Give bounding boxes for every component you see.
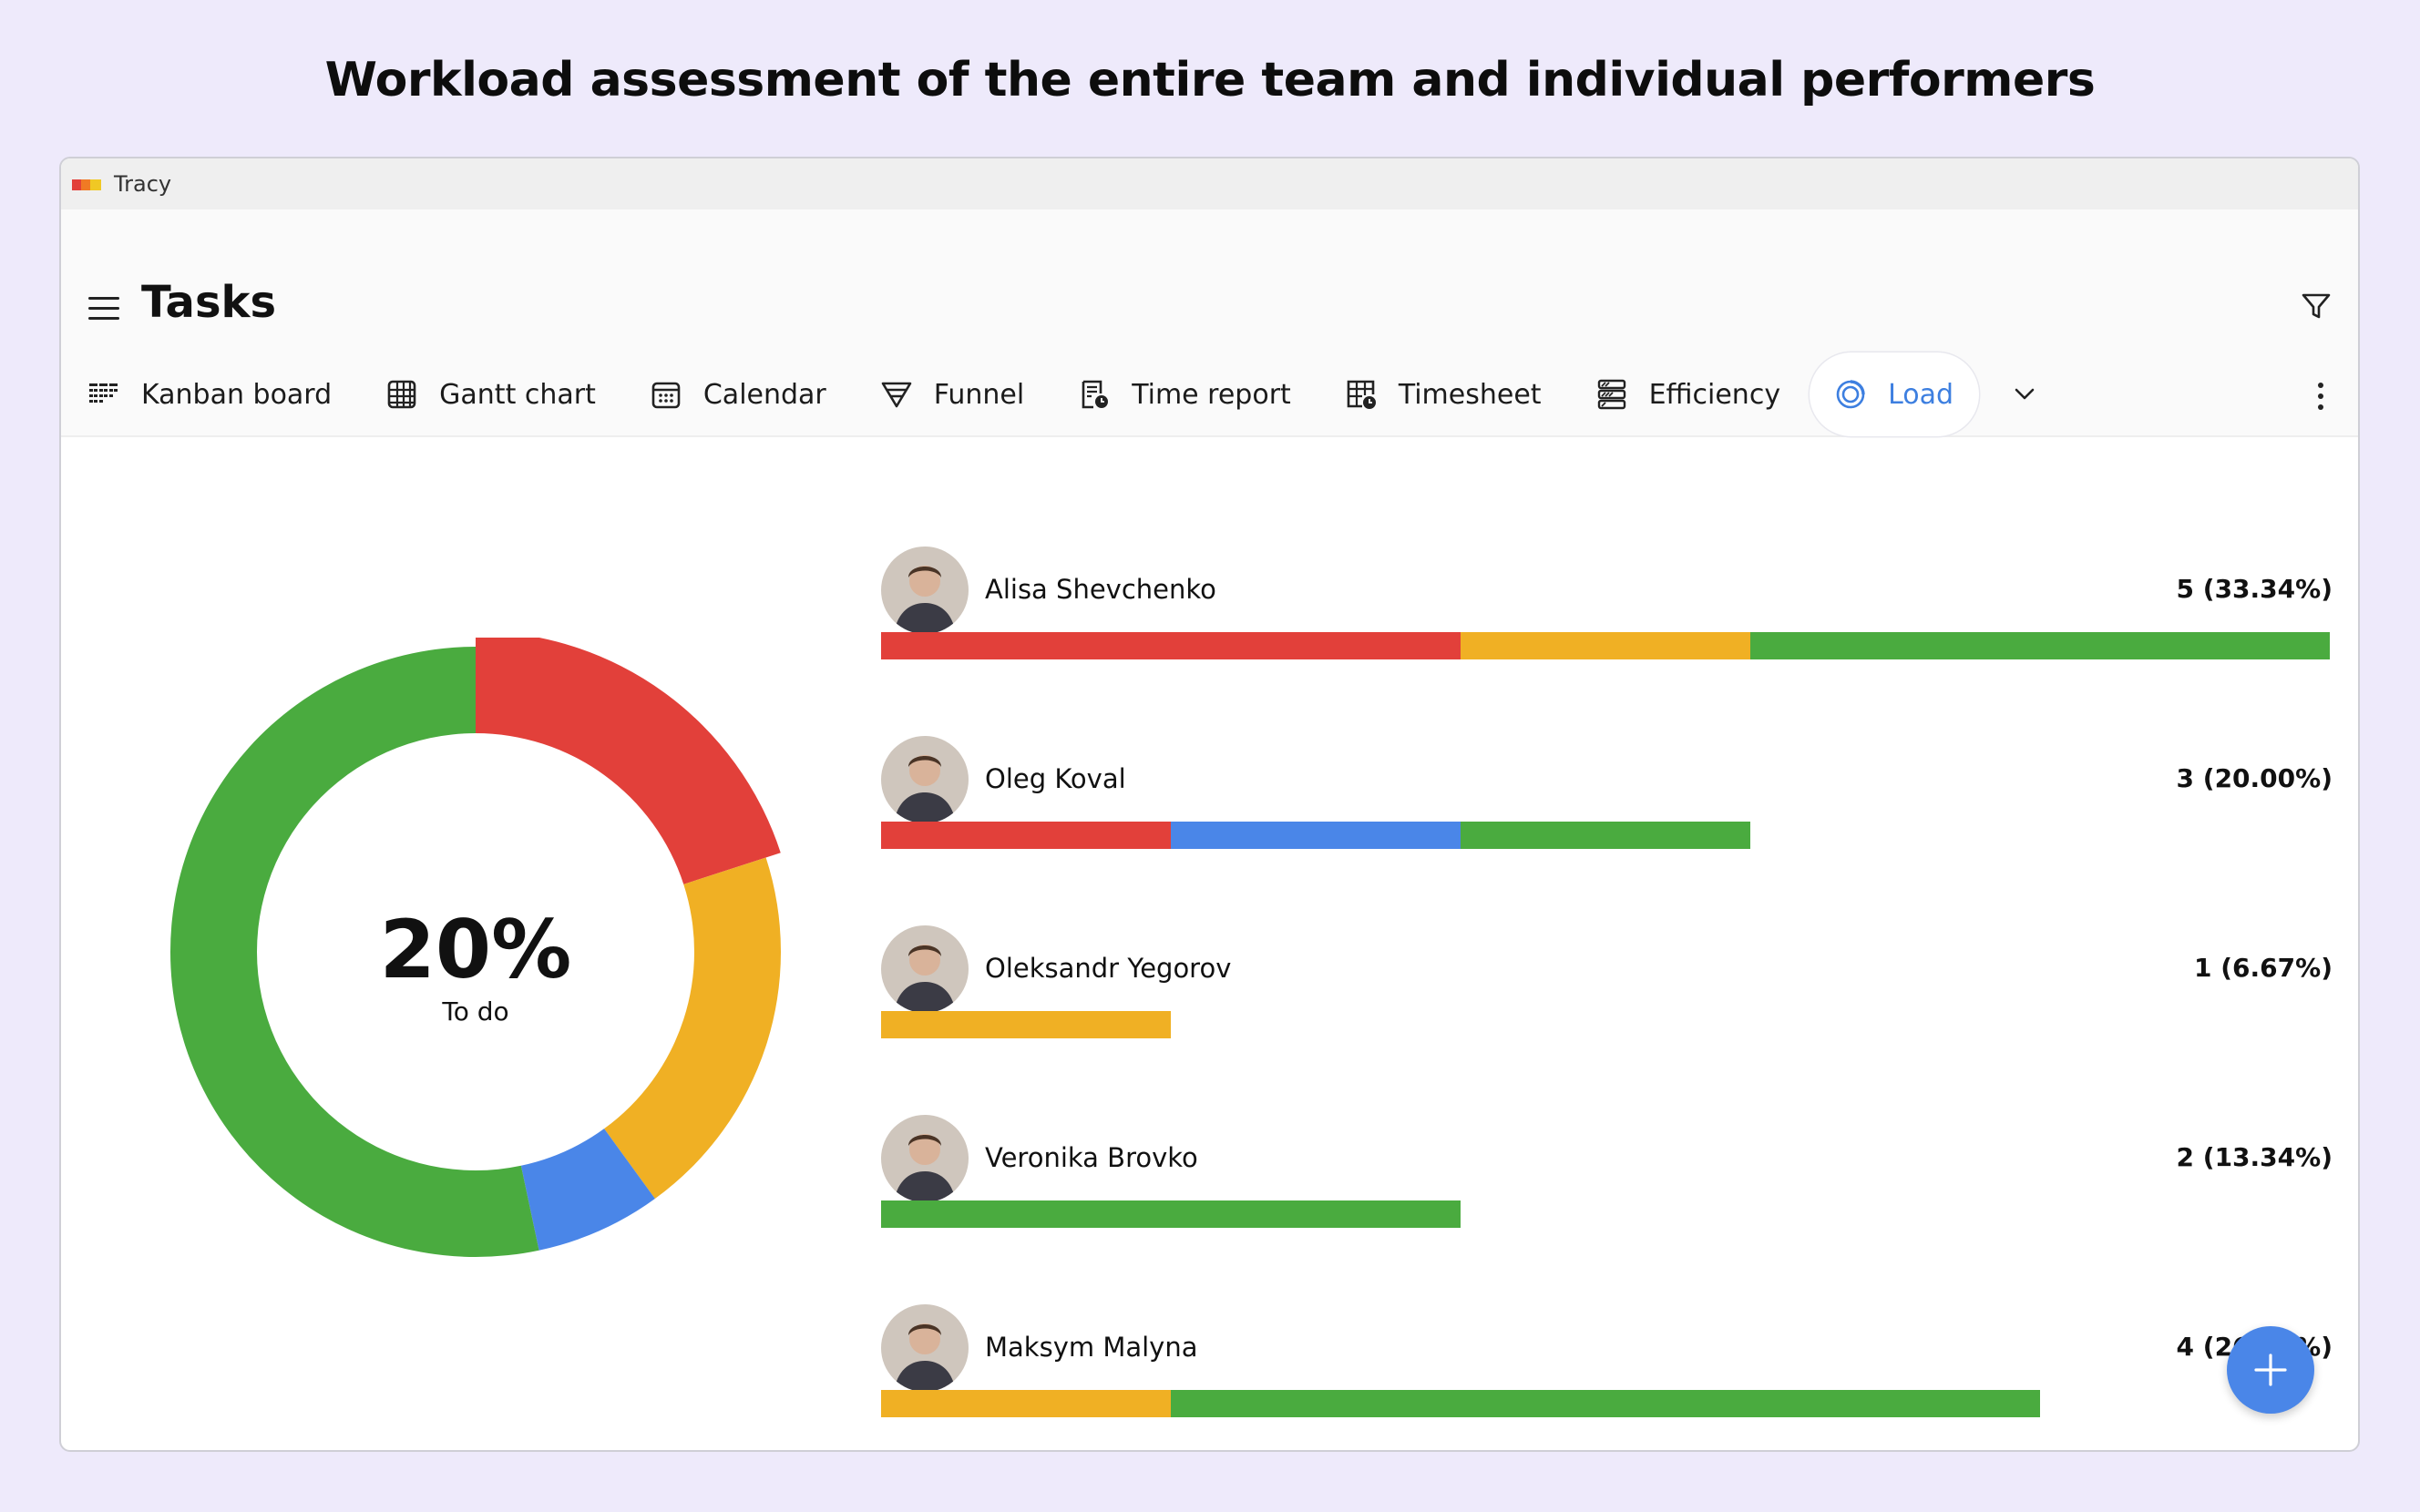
tab-label: Gantt chart: [439, 378, 596, 411]
workload-bar-segment[interactable]: [1750, 632, 2330, 659]
menu-icon[interactable]: [88, 295, 121, 322]
performer-row[interactable]: Oleksandr Yegorov 1 (6.67%): [881, 889, 2333, 1078]
workload-bar-segment[interactable]: [881, 822, 1171, 849]
toolbar: Tasks Kanban board: [61, 209, 2358, 437]
donut-center-label: To do: [441, 996, 508, 1027]
kanban-icon: [89, 383, 118, 403]
page-headline: Workload assessment of the entire team a…: [324, 53, 2096, 107]
tab-label: Funnel: [933, 378, 1025, 411]
tab-time-report[interactable]: Time report: [1079, 352, 1291, 436]
performer-row[interactable]: Veronika Brovko 2 (13.34%): [881, 1078, 2333, 1268]
performer-name: Veronika Brovko: [985, 1142, 1198, 1173]
tab-label: Kanban board: [141, 378, 333, 411]
avatar: [881, 925, 969, 1013]
calendar-icon: [651, 382, 681, 409]
workload-bar: [881, 1200, 2330, 1228]
donut-slice[interactable]: [604, 857, 782, 1200]
avatar: [881, 1304, 969, 1392]
performer-task-count: 5 (33.34%): [2176, 574, 2333, 604]
page-title: Tasks: [141, 277, 277, 328]
plus-icon: [2254, 1354, 2287, 1386]
donut-slice[interactable]: [520, 1129, 655, 1251]
app-name: Tracy: [114, 171, 172, 197]
performer-row[interactable]: Oleg Koval 3 (20.00%): [881, 700, 2333, 889]
avatar: [881, 1115, 969, 1202]
workload-bar-segment[interactable]: [881, 632, 1461, 659]
workload-bar-segment[interactable]: [1171, 822, 1461, 849]
time-report-icon: [1082, 380, 1109, 409]
funnel-icon: [881, 382, 912, 408]
tab-label: Efficiency: [1648, 378, 1781, 411]
filter-icon[interactable]: [2300, 290, 2333, 322]
workload-bar: [881, 822, 2330, 849]
chevron-down-icon[interactable]: [2008, 378, 2041, 411]
tab-timesheet[interactable]: Timesheet: [1346, 352, 1542, 436]
donut-slice[interactable]: [476, 638, 781, 884]
tab-calendar[interactable]: Calendar: [651, 352, 826, 436]
performer-name: Oleksandr Yegorov: [985, 953, 1232, 984]
tab-label: Time report: [1132, 378, 1291, 411]
app-logo-icon: [72, 176, 103, 192]
workload-bar-segment[interactable]: [1461, 822, 1750, 849]
tab-gantt-chart[interactable]: Gantt chart: [386, 352, 596, 436]
more-options-icon[interactable]: [2318, 383, 2325, 410]
tab-load[interactable]: Load: [1810, 352, 1980, 436]
workload-bar-segment[interactable]: [881, 1390, 1171, 1417]
donut-center-value: 20%: [380, 903, 572, 996]
workload-bar: [881, 632, 2330, 659]
app-window: Tracy Tasks Kanban board: [59, 157, 2360, 1452]
load-content: 20% To do Alisa Shevchenko 5 (33.34%) Oleg …: [61, 437, 2358, 1450]
workload-bar: [881, 1390, 2330, 1417]
gantt-icon: [387, 380, 416, 409]
workload-bar-segment[interactable]: [881, 1011, 1171, 1038]
tab-efficiency[interactable]: Efficiency: [1596, 352, 1781, 436]
donut-slice[interactable]: [170, 647, 539, 1257]
avatar: [881, 736, 969, 823]
timesheet-icon: [1347, 380, 1376, 409]
tab-label: Timesheet: [1398, 378, 1542, 411]
view-tabs: Kanban board Gantt chart Calendar: [88, 351, 2041, 438]
tab-label: Load: [1888, 378, 1954, 411]
workload-bar: [881, 1011, 2330, 1038]
workload-bar-segment[interactable]: [1461, 632, 1750, 659]
performer-row[interactable]: Alisa Shevchenko 5 (33.34%): [881, 510, 2333, 700]
workload-donut-chart: 20%To do: [170, 638, 782, 1257]
performer-task-count: 3 (20.00%): [2176, 763, 2333, 793]
window-titlebar: Tracy: [61, 158, 2358, 209]
performer-name: Maksym Malyna: [985, 1332, 1198, 1363]
add-button[interactable]: [2227, 1326, 2314, 1414]
tab-label: Calendar: [702, 378, 826, 411]
performer-task-count: 1 (6.67%): [2194, 953, 2333, 983]
efficiency-icon: [1597, 379, 1625, 410]
tab-funnel[interactable]: Funnel: [881, 352, 1024, 436]
performer-name: Oleg Koval: [985, 763, 1126, 794]
workload-bar-segment[interactable]: [881, 1200, 1461, 1228]
workload-bar-segment[interactable]: [1171, 1390, 2040, 1417]
performer-name: Alisa Shevchenko: [985, 574, 1216, 605]
performer-task-count: 2 (13.34%): [2176, 1142, 2333, 1172]
avatar: [881, 547, 969, 634]
load-icon: [1836, 380, 1865, 409]
tab-kanban-board[interactable]: Kanban board: [88, 352, 332, 436]
